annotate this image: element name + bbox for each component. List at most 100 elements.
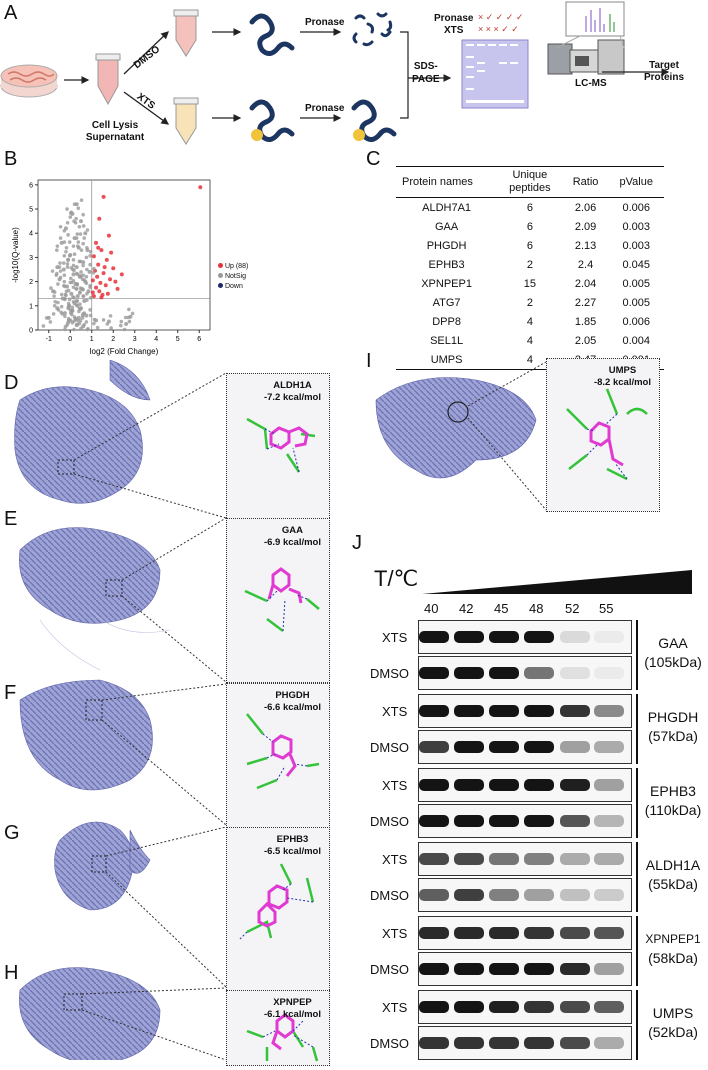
band: [454, 853, 484, 865]
docking-title-i: UMPS -8.2 kcal/mol: [594, 365, 651, 389]
data-point: [67, 240, 72, 244]
band: [560, 1001, 590, 1013]
docking-energy-d: -7.2 kcal/mol: [263, 392, 321, 403]
band: [419, 667, 449, 679]
band: [489, 927, 519, 939]
band: [594, 963, 624, 975]
data-point: [92, 266, 96, 271]
xts-row-label: XTS: [382, 704, 408, 719]
data-point: [91, 270, 96, 275]
data-point: [95, 274, 100, 279]
data-point: [84, 274, 89, 279]
protein-structure-g: [54, 821, 151, 911]
table-cell: 2.13: [574, 239, 597, 252]
ligand-pose-i: [566, 388, 648, 481]
temperature-label-52: 52: [565, 601, 580, 616]
data-point: [99, 295, 104, 300]
band: [419, 631, 449, 643]
data-point: [64, 245, 69, 250]
table-cell: ALDH7A1: [422, 201, 472, 214]
blot-ephb3-dmso: [418, 804, 632, 838]
data-point: [85, 327, 90, 332]
data-point: [65, 262, 70, 266]
data-point: [81, 273, 85, 277]
band: [594, 889, 624, 901]
band: [594, 779, 624, 791]
data-point: [91, 254, 96, 259]
data-point: [59, 304, 64, 309]
compound-icon: [251, 129, 263, 141]
data-point: [66, 306, 70, 311]
target-proteins-label: Target Proteins: [644, 60, 685, 83]
protein-label-ephb3: EPHB3 (110kDa): [640, 782, 706, 820]
blot-phgdh-dmso: [418, 730, 632, 764]
band: [419, 889, 449, 901]
temperature-label-42: 42: [459, 601, 474, 616]
data-point: [41, 324, 46, 328]
panel-label-b: B: [4, 148, 18, 170]
data-point: [66, 233, 70, 237]
table-cell: 0.006: [622, 201, 651, 214]
band: [594, 853, 624, 865]
lc-ms-instrument-icon: [547, 39, 625, 75]
protein-icon: [249, 13, 295, 142]
protein-structure-f: [19, 679, 153, 791]
data-point: [78, 274, 83, 279]
protein-bracket: [636, 620, 638, 690]
band: [454, 1037, 484, 1049]
table-row: EPHB3 2 2.4 0.045: [396, 255, 664, 274]
dmso-row-label: DMSO: [370, 1036, 409, 1051]
x-tick-label: 5: [176, 336, 180, 343]
table-cell: PHGDH: [426, 239, 467, 252]
petri-dish-icon: [0, 64, 58, 98]
table-cell: 2.05: [574, 334, 597, 347]
tube-icon: [173, 97, 199, 145]
data-point: [72, 252, 77, 256]
legend-notsig: NotSig: [224, 273, 246, 280]
band: [419, 927, 449, 939]
protein-bracket: [636, 916, 638, 986]
data-point: [62, 261, 66, 265]
data-point: [74, 303, 79, 307]
data-point: [67, 254, 72, 258]
band: [489, 1037, 519, 1049]
data-point: [105, 291, 110, 296]
blot-xpnpep1-xts: [418, 916, 632, 950]
band: [419, 779, 449, 791]
table-row: DPP8 4 1.85 0.006: [396, 312, 664, 331]
table-cell: EPHB3: [428, 258, 465, 271]
data-point: [85, 267, 89, 272]
data-point: [88, 254, 92, 258]
band: [524, 963, 554, 975]
band: [454, 815, 484, 827]
band: [454, 889, 484, 901]
data-point: [79, 198, 84, 202]
tube-icon: [173, 9, 199, 57]
data-point: [72, 268, 76, 273]
data-point: [75, 272, 80, 277]
protein-mw: (110kDa): [644, 802, 702, 818]
band: [524, 853, 554, 865]
data-point: [48, 320, 53, 324]
data-point: [84, 255, 89, 260]
dmso-row-label: DMSO: [370, 814, 409, 829]
data-point: [122, 327, 127, 332]
panel-label-h: H: [4, 962, 19, 984]
data-point: [127, 307, 131, 312]
band: [454, 741, 484, 753]
data-point: [75, 232, 80, 236]
cell-lysis-label: Cell Lysis Supernatant: [85, 120, 145, 143]
y-axis-label: -log10(Q-value): [11, 227, 20, 283]
data-point: [78, 318, 83, 323]
table-cell: 0.005: [622, 277, 651, 290]
plot-area: [37, 179, 211, 331]
band: [419, 741, 449, 753]
table-cell: 0.006: [622, 315, 651, 328]
band: [560, 1037, 590, 1049]
zoom-box-i: UMPS -8.2 kcal/mol: [546, 358, 660, 512]
data-point: [74, 216, 78, 221]
data-point: [52, 290, 57, 294]
blot-gaa-xts: [418, 620, 632, 654]
docking-energy-i: -8.2 kcal/mol: [593, 377, 651, 388]
x-tick-label: 3: [133, 336, 137, 343]
